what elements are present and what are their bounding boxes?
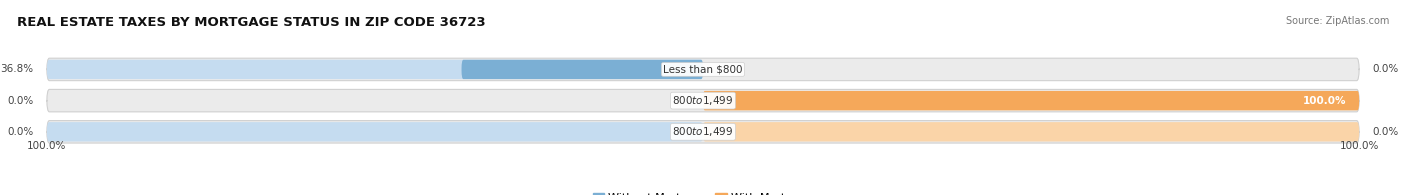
Text: 36.8%: 36.8% <box>0 64 34 74</box>
FancyBboxPatch shape <box>703 122 1360 142</box>
FancyBboxPatch shape <box>46 121 1360 143</box>
Text: $800 to $1,499: $800 to $1,499 <box>672 125 734 138</box>
Text: REAL ESTATE TAXES BY MORTGAGE STATUS IN ZIP CODE 36723: REAL ESTATE TAXES BY MORTGAGE STATUS IN … <box>17 16 485 29</box>
Text: Less than $800: Less than $800 <box>664 64 742 74</box>
Text: 0.0%: 0.0% <box>7 127 34 137</box>
Text: 100.0%: 100.0% <box>27 141 66 151</box>
FancyBboxPatch shape <box>703 91 1360 110</box>
FancyBboxPatch shape <box>46 58 1360 81</box>
FancyBboxPatch shape <box>46 122 703 142</box>
FancyBboxPatch shape <box>46 60 703 79</box>
Legend: Without Mortgage, With Mortgage: Without Mortgage, With Mortgage <box>593 193 813 195</box>
Text: 0.0%: 0.0% <box>7 96 34 106</box>
Text: 100.0%: 100.0% <box>1302 96 1346 106</box>
FancyBboxPatch shape <box>46 89 1360 112</box>
Text: Source: ZipAtlas.com: Source: ZipAtlas.com <box>1285 16 1389 26</box>
FancyBboxPatch shape <box>703 91 1360 110</box>
Text: 0.0%: 0.0% <box>1372 64 1399 74</box>
Text: 0.0%: 0.0% <box>1372 127 1399 137</box>
FancyBboxPatch shape <box>461 60 703 79</box>
Text: 100.0%: 100.0% <box>1340 141 1379 151</box>
Text: $800 to $1,499: $800 to $1,499 <box>672 94 734 107</box>
